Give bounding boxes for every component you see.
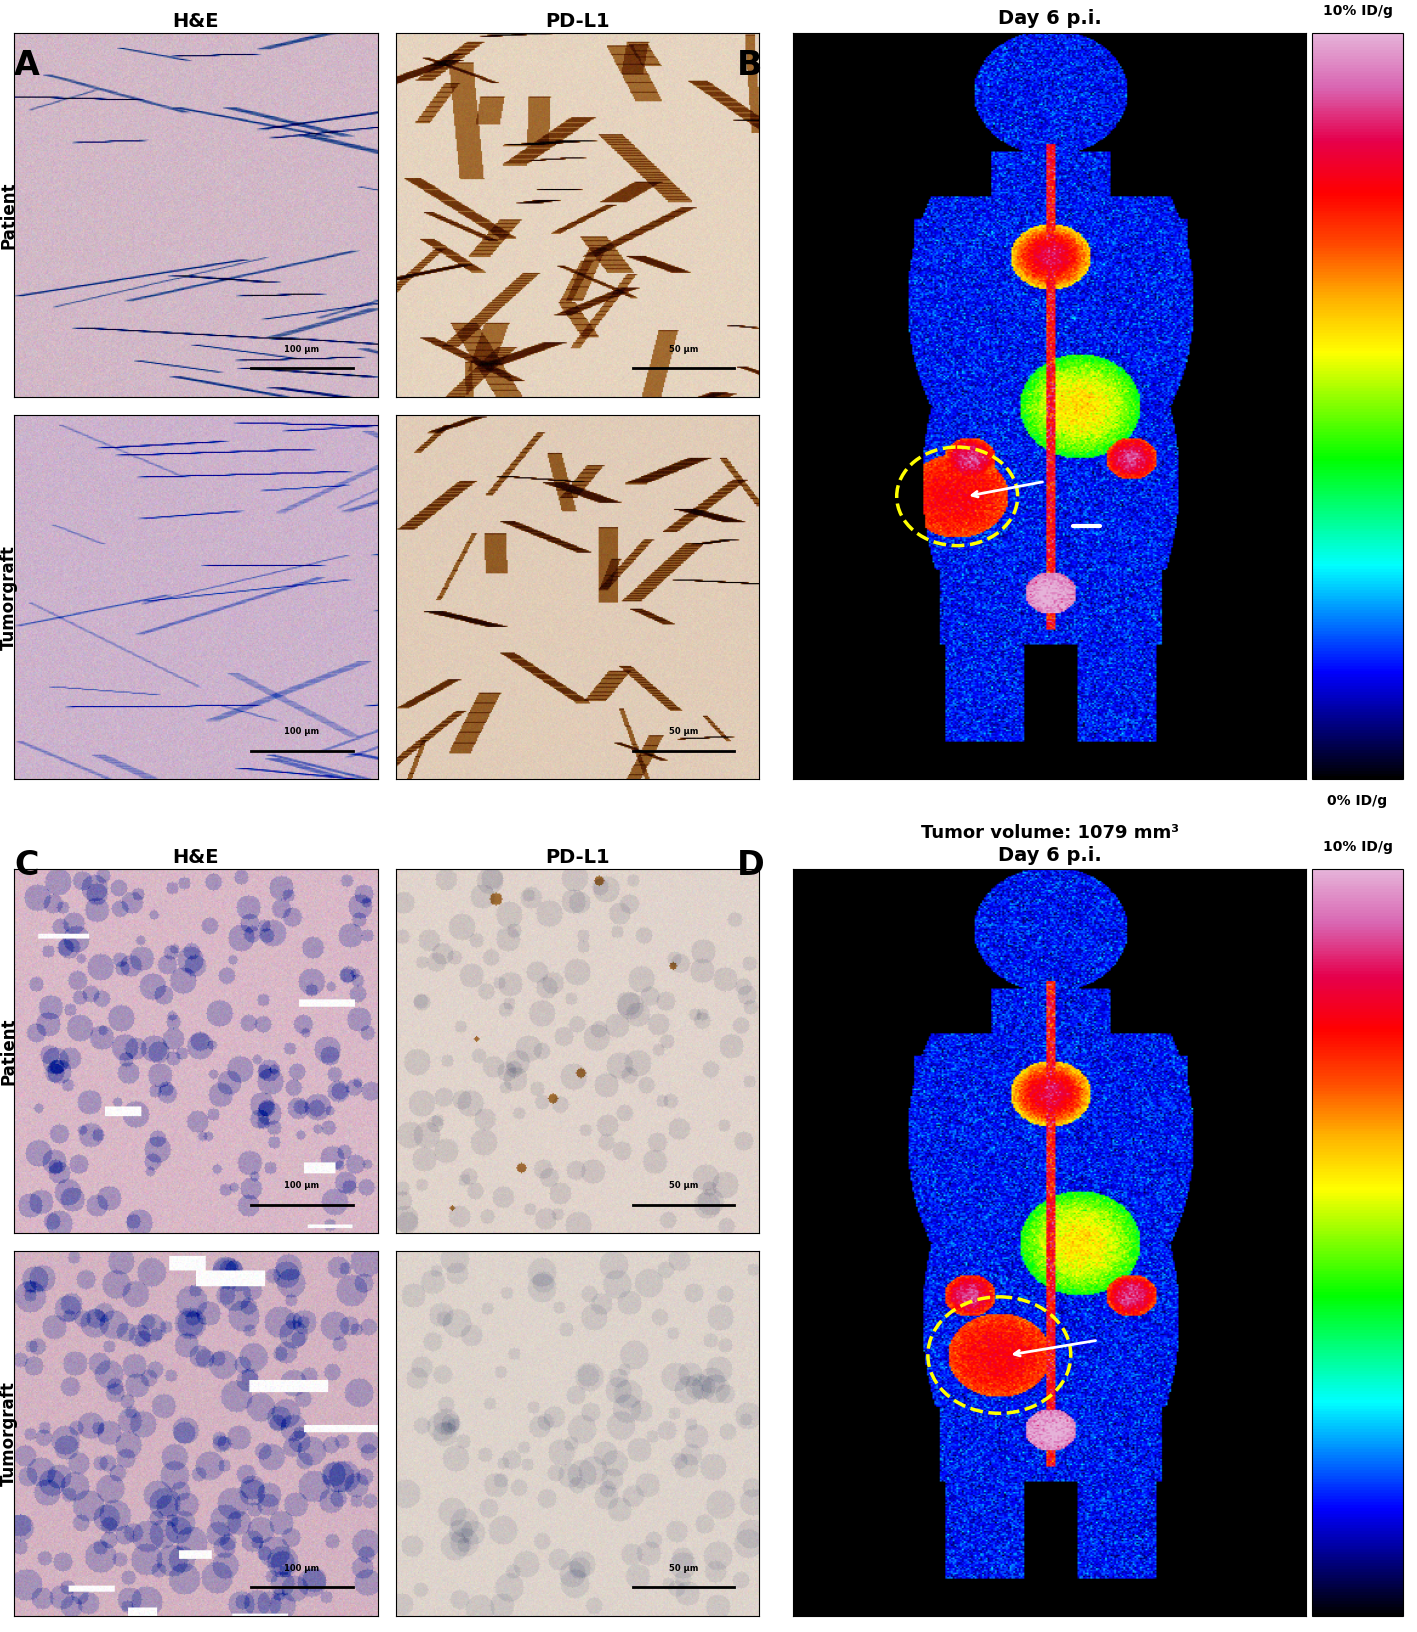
Title: PD-L1: PD-L1 — [546, 11, 609, 31]
Text: C: C — [14, 849, 38, 881]
Text: 10% ID/g: 10% ID/g — [1322, 840, 1393, 854]
Text: 0% ID/g: 0% ID/g — [1328, 795, 1387, 808]
Title: PD-L1: PD-L1 — [546, 849, 609, 867]
Text: 100 μm: 100 μm — [285, 728, 319, 736]
Text: 100 μm: 100 μm — [285, 1182, 319, 1190]
Text: Tumor volume: 1079 mm³: Tumor volume: 1079 mm³ — [921, 824, 1179, 842]
Text: 100 μm: 100 μm — [285, 344, 319, 354]
Text: 50 μm: 50 μm — [669, 1563, 699, 1573]
Y-axis label: Patient: Patient — [0, 1017, 17, 1085]
Text: A: A — [14, 49, 40, 82]
Y-axis label: Tumorgraft: Tumorgraft — [0, 1381, 17, 1487]
Text: 10% ID/g: 10% ID/g — [1322, 3, 1393, 18]
Text: 50 μm: 50 μm — [669, 344, 699, 354]
Title: Day 6 p.i.: Day 6 p.i. — [998, 10, 1101, 28]
Text: 50 μm: 50 μm — [669, 1182, 699, 1190]
Title: H&E: H&E — [173, 11, 220, 31]
Y-axis label: Tumorgraft: Tumorgraft — [0, 545, 17, 650]
Y-axis label: Patient: Patient — [0, 181, 17, 248]
Text: D: D — [737, 849, 765, 881]
Text: B: B — [737, 49, 762, 82]
Title: H&E: H&E — [173, 849, 220, 867]
Title: Day 6 p.i.: Day 6 p.i. — [998, 845, 1101, 865]
Text: 100 μm: 100 μm — [285, 1563, 319, 1573]
Text: 50 μm: 50 μm — [669, 728, 699, 736]
